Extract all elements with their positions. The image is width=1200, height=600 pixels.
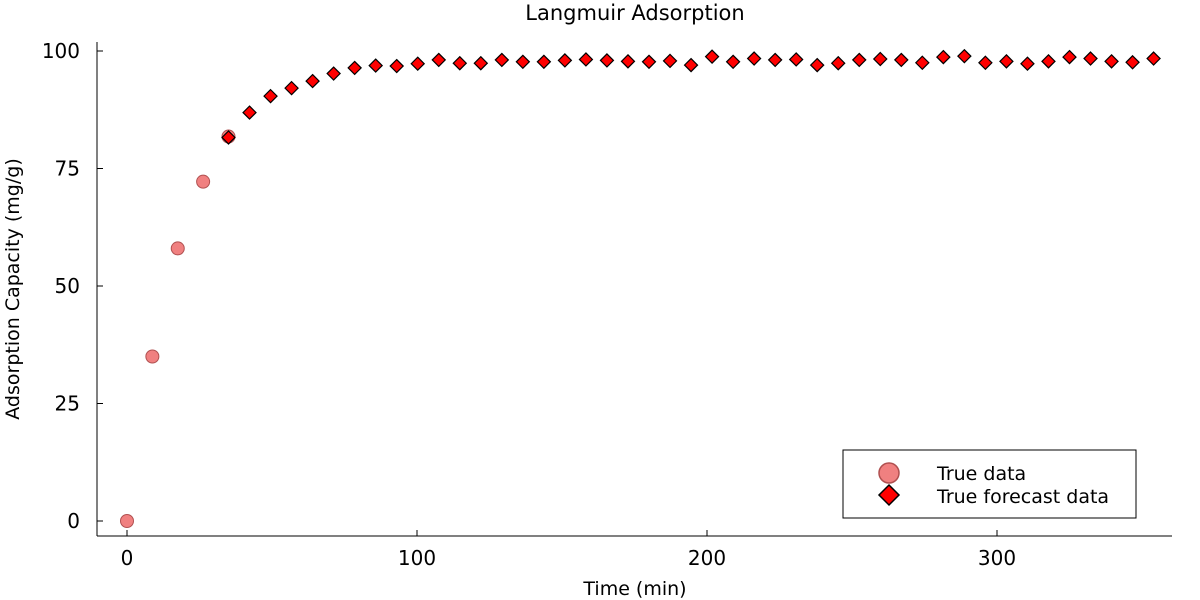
x-axis-title: Time (min) xyxy=(582,578,686,600)
x-tick-label: 0 xyxy=(121,546,134,570)
forecast-point xyxy=(368,58,384,73)
true-data-point xyxy=(170,241,185,256)
forecast-point xyxy=(893,52,909,68)
forecast-point xyxy=(326,66,341,81)
forecast-point xyxy=(914,55,930,71)
forecast-point xyxy=(978,55,993,71)
y-tick-label: 0 xyxy=(67,509,80,533)
forecast-point xyxy=(999,53,1014,69)
true-data-point xyxy=(145,349,160,364)
y-tick-label: 100 xyxy=(42,39,80,63)
forecast-point xyxy=(788,52,804,67)
forecast-point xyxy=(1083,51,1098,66)
forecast-point xyxy=(809,57,825,73)
forecast-point xyxy=(1146,51,1161,66)
axes xyxy=(96,42,1172,537)
y-tick-label: 25 xyxy=(55,392,80,416)
forecast-point xyxy=(431,52,447,68)
forecast-point xyxy=(578,52,594,67)
forecast-point xyxy=(1041,53,1056,69)
forecast-point xyxy=(746,51,762,66)
forecast-point xyxy=(284,80,299,96)
forecast-point xyxy=(957,48,972,64)
forecast-point xyxy=(662,53,678,69)
forecast-point xyxy=(452,55,468,71)
forecast-point xyxy=(1062,49,1077,65)
ticks: 0 100 200 300 0 25 50 75 100 xyxy=(42,39,1016,570)
forecast-point xyxy=(1020,56,1035,72)
legend-box xyxy=(842,449,1137,519)
forecast-point xyxy=(704,49,720,64)
forecast-point xyxy=(599,53,615,68)
true-data-point xyxy=(120,514,134,528)
forecast-point xyxy=(1125,54,1140,70)
forecast-point xyxy=(263,88,278,104)
forecast-point xyxy=(242,105,257,120)
forecast-point xyxy=(1104,53,1119,69)
legend-forecast-label: True forecast data xyxy=(936,486,1109,508)
forecast-point xyxy=(767,52,783,68)
forecast-point xyxy=(936,49,951,65)
forecast-point xyxy=(641,54,657,70)
forecast-point xyxy=(557,53,573,68)
forecast-point xyxy=(536,54,552,70)
data-marks xyxy=(120,48,1161,528)
forecast-point xyxy=(305,73,320,89)
forecast-point xyxy=(410,56,426,72)
true-data-point xyxy=(196,174,211,189)
forecast-point xyxy=(347,60,362,76)
forecast-point xyxy=(872,51,888,67)
forecast-point xyxy=(473,55,489,71)
legend-forecast-marker xyxy=(877,483,901,507)
y-tick-label: 75 xyxy=(55,157,80,181)
forecast-point xyxy=(830,55,846,71)
legend: True data True forecast data xyxy=(842,449,1137,519)
forecast-point xyxy=(494,52,510,68)
x-tick-label: 200 xyxy=(688,546,726,570)
y-tick-label: 50 xyxy=(55,274,80,298)
forecast-point xyxy=(683,57,699,73)
forecast-point xyxy=(515,54,531,70)
x-tick-label: 300 xyxy=(978,546,1016,570)
forecast-point xyxy=(221,130,236,145)
x-tick-label: 100 xyxy=(398,546,436,570)
y-axis-title: Adsorption Capacity (mg/g) xyxy=(2,158,24,419)
chart-title: Langmuir Adsorption xyxy=(525,1,744,25)
forecast-point xyxy=(851,52,867,68)
legend-true-data-label: True data xyxy=(936,463,1026,485)
legend-true-data-marker xyxy=(878,462,900,484)
forecast-point xyxy=(620,53,636,69)
forecast-point xyxy=(389,58,405,74)
forecast-point xyxy=(725,54,741,70)
